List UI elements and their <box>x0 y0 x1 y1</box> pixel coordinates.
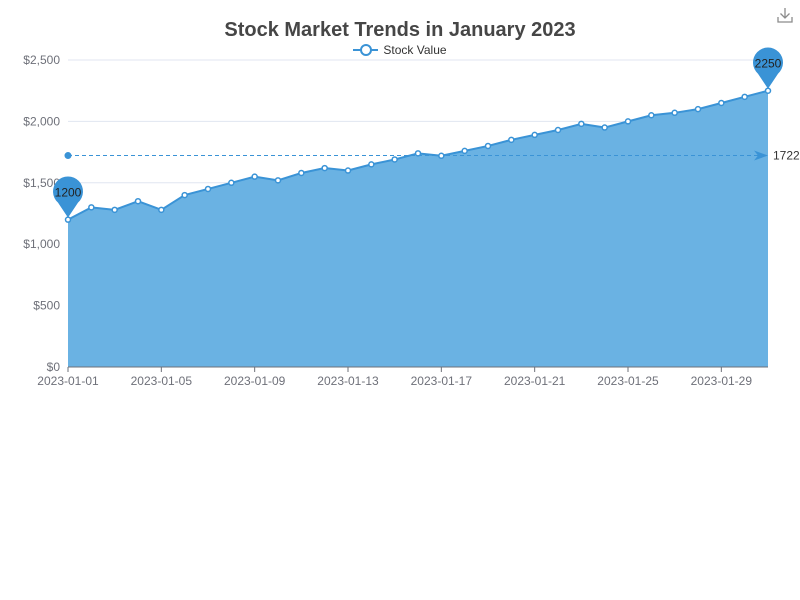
data-point <box>298 169 305 177</box>
min-marker-pin-label: 1200 <box>55 186 82 200</box>
min-marker-pin <box>53 176 83 218</box>
axes: $0 $500 $1,000 $1,500 $2,000 $2,500 2023-01-01… <box>23 53 768 388</box>
data-point <box>134 197 142 205</box>
data-point <box>344 167 352 174</box>
legend-swatch <box>353 43 379 57</box>
data-point <box>718 99 725 107</box>
data-point <box>531 131 538 139</box>
data-point <box>88 204 95 211</box>
max-marker-pin <box>753 47 783 89</box>
x-tick-label: 2023-01-25 <box>597 374 659 388</box>
download-icon[interactable] <box>776 6 794 24</box>
data-point <box>624 118 632 125</box>
data-point <box>321 164 328 172</box>
x-tick-label: 2023-01-21 <box>504 374 566 388</box>
data-point <box>554 126 562 134</box>
data-point <box>368 161 375 168</box>
data-point <box>204 185 212 193</box>
data-point <box>181 191 188 199</box>
area-fill <box>68 90 768 367</box>
data-point <box>251 173 258 180</box>
x-tick-label: 2023-01-29 <box>691 374 753 388</box>
x-tick-label: 2023-01-01 <box>37 374 99 388</box>
average-line-arrow <box>754 150 768 161</box>
data-point <box>111 206 118 214</box>
y-tick-label: $2,000 <box>23 114 60 128</box>
data-point <box>438 152 445 160</box>
data-point <box>741 93 748 101</box>
x-tick-label: 2023-01-05 <box>131 374 193 388</box>
data-point <box>461 147 468 155</box>
y-tick-label: $1,000 <box>23 237 60 251</box>
y-tick-label: $1,500 <box>23 176 60 190</box>
y-tick-label: $0 <box>47 360 61 374</box>
data-point <box>694 105 702 113</box>
data-point <box>578 120 585 128</box>
y-tick-label: $500 <box>33 299 60 313</box>
x-tick-label: 2023-01-13 <box>317 374 379 388</box>
data-point <box>601 124 608 131</box>
data-point <box>671 109 678 117</box>
x-tick-label: 2023-01-09 <box>224 374 286 388</box>
legend[interactable]: Stock Value <box>0 43 800 57</box>
data-point <box>228 179 235 187</box>
data-point <box>274 177 282 184</box>
y-tick-label: $2,500 <box>23 53 60 67</box>
data-point <box>414 150 422 157</box>
data-point <box>508 136 515 144</box>
data-point <box>391 156 398 163</box>
data-point <box>764 87 772 94</box>
data-point <box>484 142 492 150</box>
max-marker-pin-label: 2250 <box>755 57 782 71</box>
average-line-label: 1722 <box>773 149 800 163</box>
area-path <box>68 90 768 367</box>
data-point <box>64 216 72 223</box>
legend-label: Stock Value <box>383 43 447 57</box>
x-tick-label: 2023-01-17 <box>411 374 473 388</box>
data-point <box>158 206 165 214</box>
chart-title: Stock Market Trends in January 2023 <box>224 19 576 41</box>
data-point <box>648 112 655 119</box>
average-line: 1722 <box>64 149 800 163</box>
marker-pins: 1200 2250 <box>53 47 783 218</box>
